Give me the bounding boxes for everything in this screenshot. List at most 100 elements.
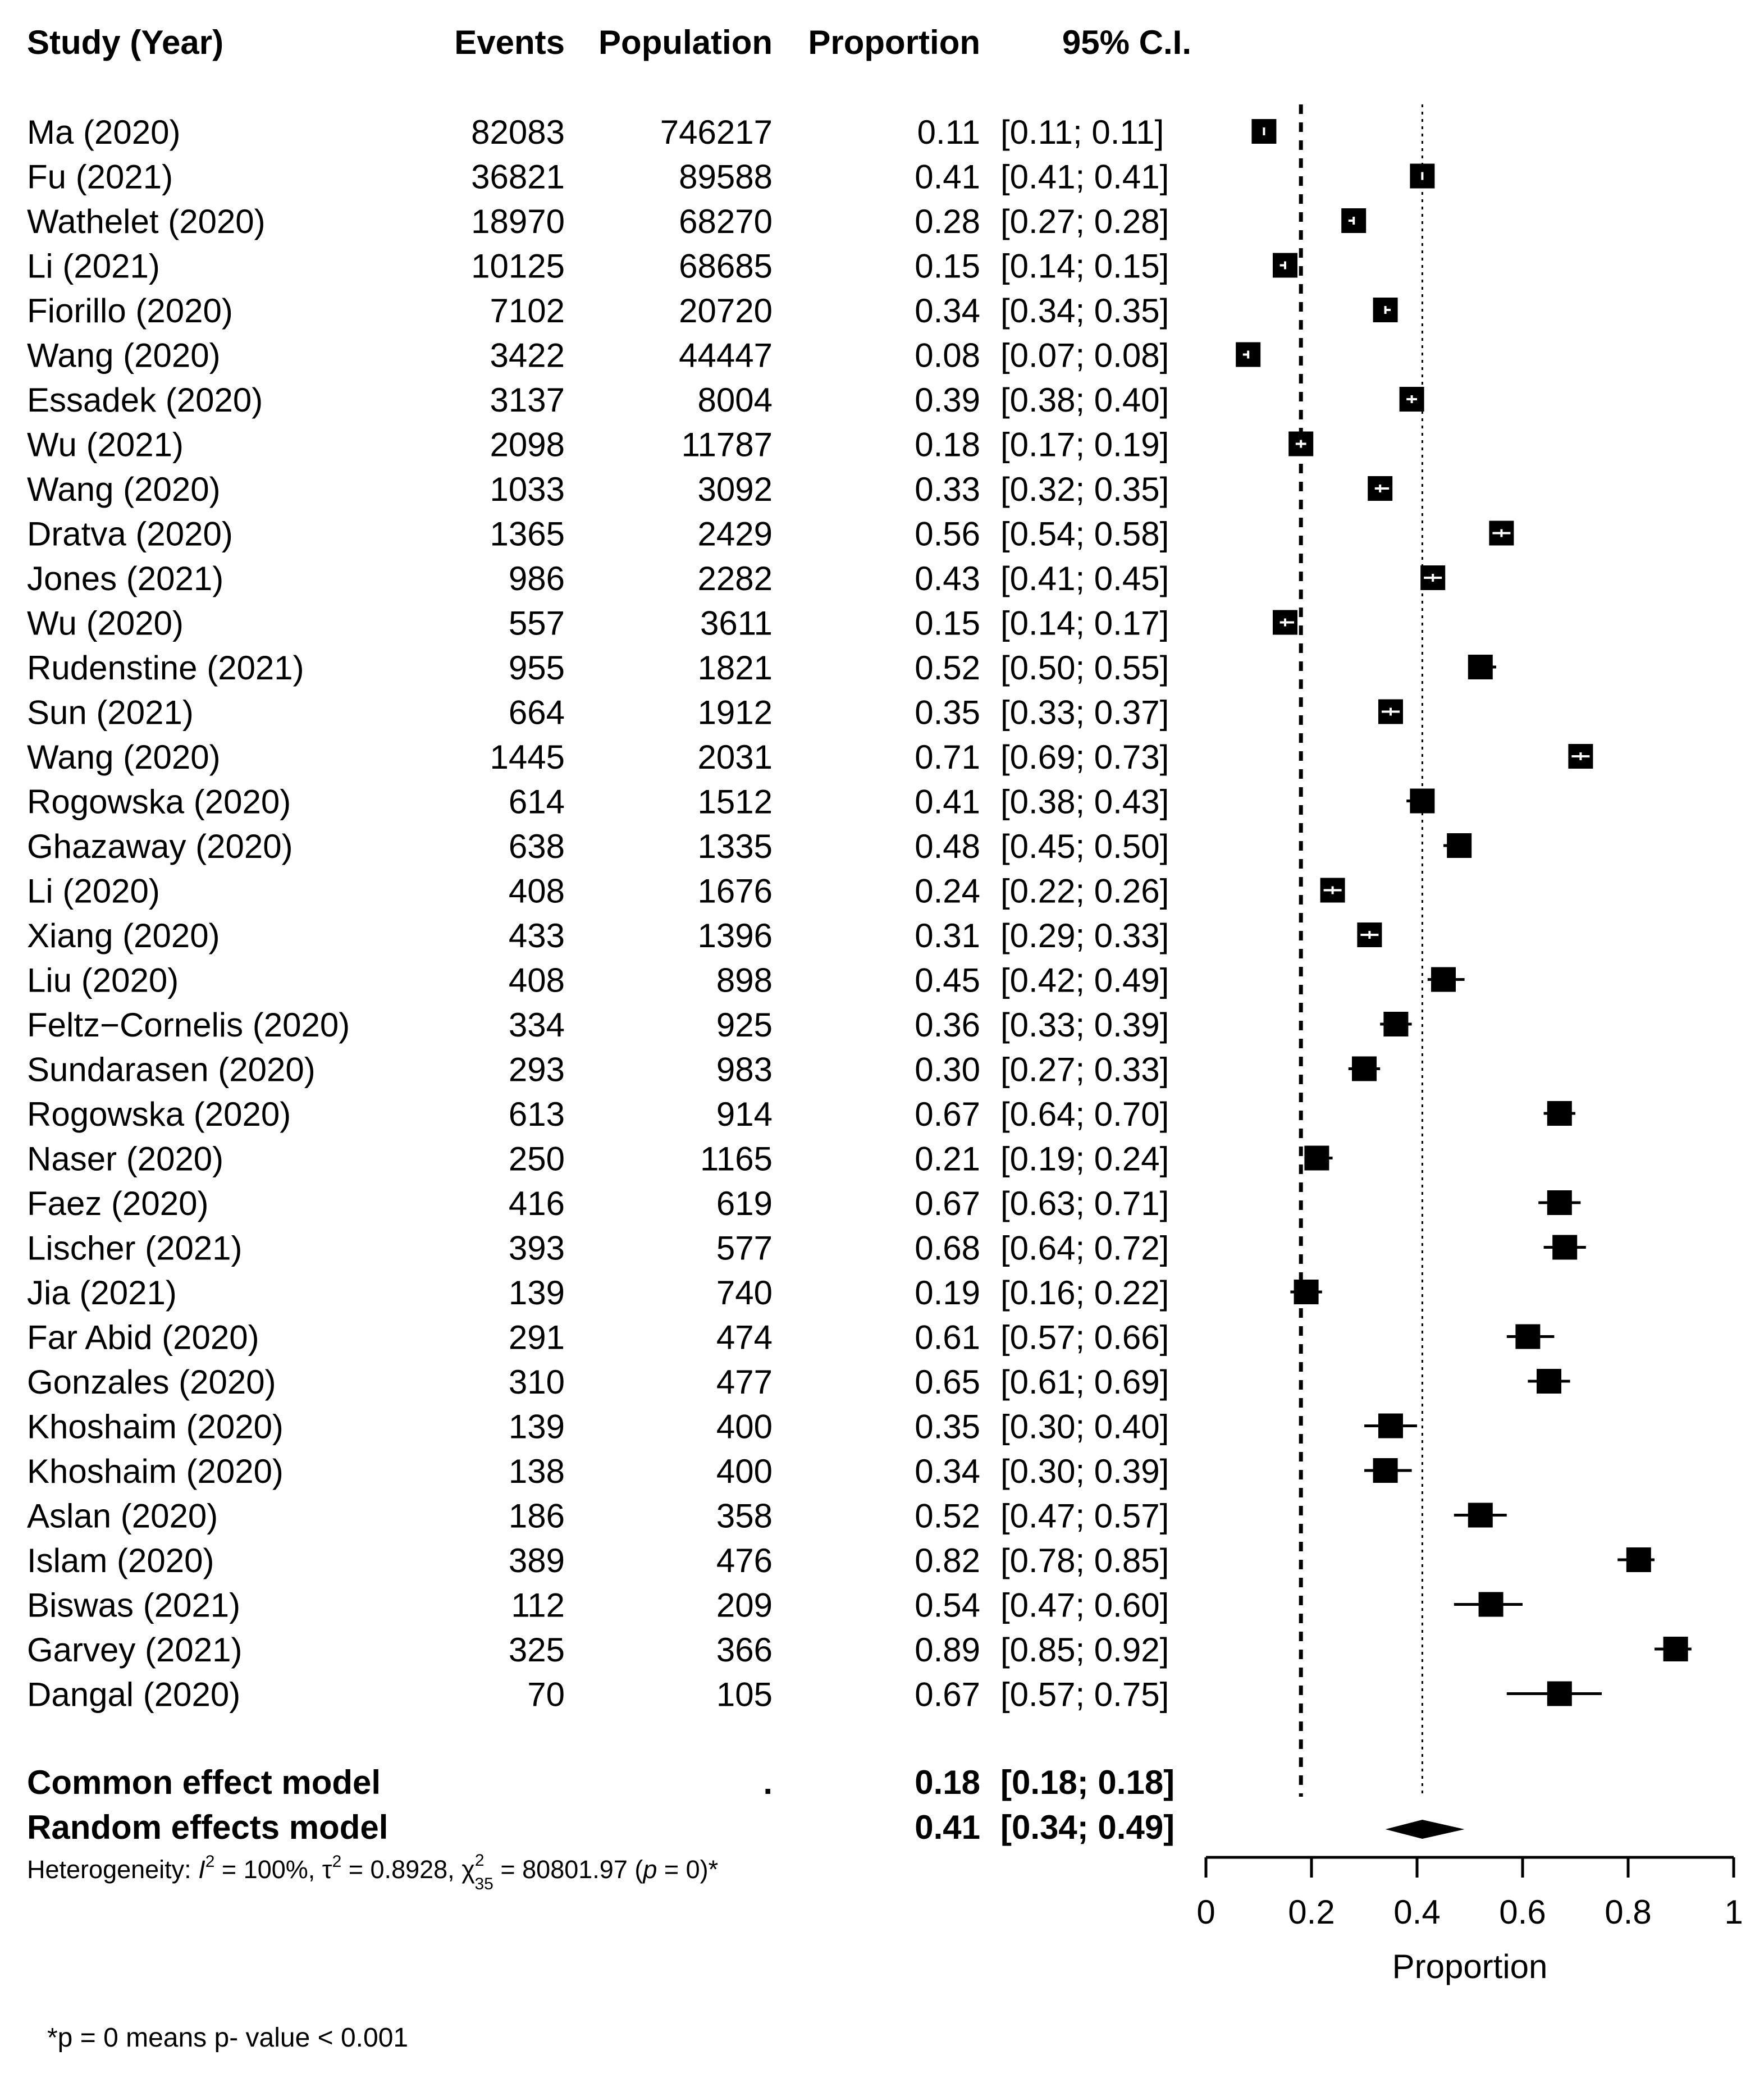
study-label: Dangal (2020) (27, 1676, 240, 1714)
het-tau-sup: 2 (332, 1852, 342, 1871)
study-label: Fu (2021) (27, 158, 173, 196)
study-population: 358 (716, 1497, 773, 1535)
study-label: Jones (2021) (27, 560, 223, 597)
study-population: 366 (716, 1631, 773, 1669)
study-population: 400 (716, 1408, 773, 1446)
study-events: 334 (509, 1006, 565, 1044)
study-proportion: 0.34 (915, 292, 980, 330)
het-i2-sup: 2 (205, 1852, 215, 1871)
study-proportion: 0.24 (915, 873, 980, 910)
study-point-square (1547, 1101, 1572, 1126)
study-ci: [0.29; 0.33] (1000, 917, 1169, 954)
study-label: Essadek (2020) (27, 381, 263, 419)
study-proportion: 0.43 (915, 560, 980, 597)
study-events: 3422 (490, 337, 565, 375)
study-events: 1365 (490, 515, 565, 553)
study-ci: [0.14; 0.15] (1000, 248, 1169, 285)
study-population: 1676 (698, 873, 773, 910)
study-label: Faez (2020) (27, 1185, 209, 1222)
study-ci: [0.38; 0.40] (1000, 381, 1169, 419)
study-rows: Ma (2020) 82083 746217 0.11 [0.11; 0.11] Fu (… (27, 113, 1169, 1714)
study-population: 1512 (698, 783, 773, 821)
study-label: Sun (2021) (27, 694, 194, 732)
study-point-square (1410, 788, 1435, 814)
study-point-square (1537, 1369, 1561, 1394)
study-proportion: 0.45 (915, 962, 980, 999)
het-i2-symbol: I (198, 1855, 205, 1884)
study-proportion: 0.33 (915, 471, 980, 508)
study-point-square (1468, 655, 1493, 679)
study-point-square (1547, 1681, 1572, 1706)
study-label: Garvey (2021) (27, 1631, 243, 1669)
study-label: Li (2021) (27, 248, 160, 285)
study-proportion: 0.35 (915, 694, 980, 732)
study-events: 664 (509, 694, 565, 732)
study-point-square (1431, 967, 1456, 992)
study-label: Feltz−Cornelis (2020) (27, 1006, 350, 1044)
study-population: 914 (716, 1095, 773, 1133)
study-label: Aslan (2020) (27, 1497, 218, 1535)
study-proportion: 0.31 (915, 917, 980, 954)
study-ci: [0.61; 0.69] (1000, 1363, 1169, 1401)
study-events: 638 (509, 828, 565, 865)
study-population: 1821 (698, 649, 773, 687)
study-events: 614 (509, 783, 565, 821)
study-ci: [0.42; 0.49] (1000, 962, 1169, 999)
x-axis-tick-label: 0.6 (1499, 1893, 1546, 1931)
study-label: Biswas (2021) (27, 1587, 240, 1624)
study-proportion: 0.15 (915, 605, 980, 642)
study-population: 2429 (698, 515, 773, 553)
study-label: Far Abid (2020) (27, 1319, 259, 1357)
study-label: Dratva (2020) (27, 515, 233, 553)
study-ci: [0.27; 0.28] (1000, 203, 1169, 240)
study-label: Liu (2020) (27, 962, 179, 999)
study-events: 389 (509, 1542, 565, 1579)
study-proportion: 0.52 (915, 1497, 980, 1535)
common-effect-proportion: 0.18 (915, 1764, 980, 1801)
study-population: 983 (716, 1051, 773, 1089)
study-point-square (1373, 1458, 1398, 1483)
study-population: 3611 (700, 605, 773, 642)
study-events: 3137 (490, 381, 565, 419)
x-axis: 0 0.2 0.4 0.6 0.8 1 (1196, 1856, 1743, 1931)
study-events: 986 (509, 560, 565, 597)
study-point-square (1383, 1012, 1409, 1036)
study-population: 11787 (682, 426, 773, 464)
study-events: 291 (509, 1319, 565, 1357)
header-events: Events (454, 24, 565, 61)
study-proportion: 0.15 (915, 248, 980, 285)
study-population: 44447 (679, 337, 773, 375)
study-proportion: 0.11 (917, 113, 980, 151)
study-label: Wang (2020) (27, 337, 221, 375)
study-events: 7102 (490, 292, 565, 330)
study-label: Ghazaway (2020) (27, 828, 293, 865)
study-point-square (1478, 1592, 1503, 1617)
study-events: 433 (509, 917, 565, 954)
study-proportion: 0.34 (915, 1453, 980, 1490)
study-ci: [0.30; 0.40] (1000, 1408, 1169, 1446)
random-effects-proportion: 0.41 (915, 1808, 980, 1846)
study-point-square (1447, 833, 1472, 858)
study-proportion: 0.56 (915, 515, 980, 553)
study-proportion: 0.52 (915, 649, 980, 687)
study-population: 925 (716, 1006, 773, 1044)
study-proportion: 0.21 (915, 1140, 980, 1178)
het-chi-value: = 80801.97 ( (493, 1855, 643, 1884)
study-label: Islam (2020) (27, 1542, 214, 1579)
random-effects-label: Random effects model (27, 1808, 388, 1846)
study-label: Wang (2020) (27, 471, 221, 508)
study-events: 10125 (471, 248, 565, 285)
het-p-value: = 0)* (657, 1855, 718, 1884)
common-effect-population: . (763, 1764, 773, 1801)
study-ci: [0.54; 0.58] (1000, 515, 1169, 553)
study-ci: [0.07; 0.08] (1000, 337, 1169, 375)
study-ci: [0.14; 0.17] (1000, 605, 1169, 642)
het-chi-sub: 35 (475, 1875, 493, 1893)
study-events: 1033 (490, 471, 565, 508)
study-events: 250 (509, 1140, 565, 1178)
study-population: 3092 (698, 471, 773, 508)
study-population: 1912 (698, 694, 773, 732)
study-events: 1445 (490, 738, 565, 776)
common-effect-ci: [0.18; 0.18] (1000, 1764, 1175, 1801)
study-population: 1335 (698, 828, 773, 865)
